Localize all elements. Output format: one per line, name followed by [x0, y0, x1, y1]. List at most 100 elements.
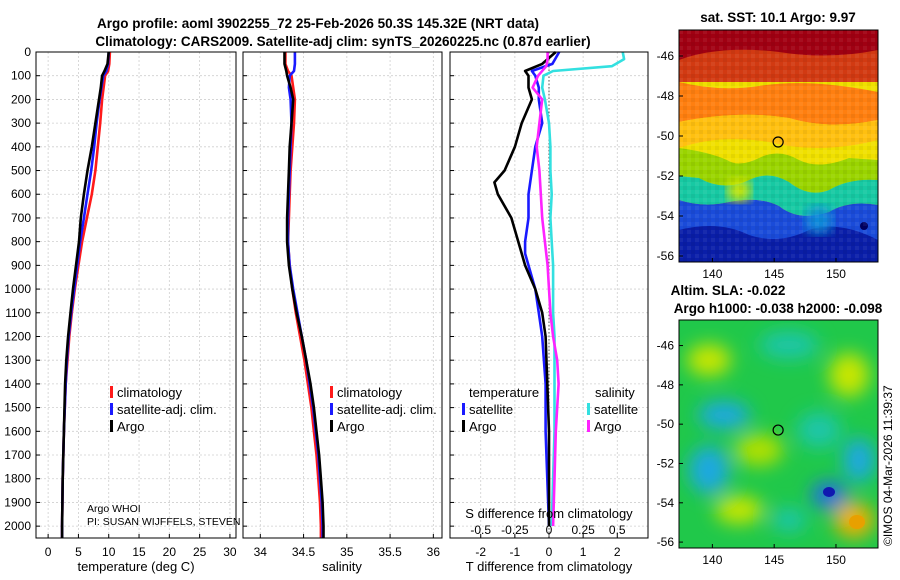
x-tick-label: 35 [340, 545, 354, 559]
difference-lines [493, 51, 626, 527]
sla-heatmap [679, 320, 878, 548]
depth-tick-label: 500 [11, 164, 31, 178]
temperature-xlabel: temperature (deg C) [77, 559, 194, 574]
legend-label-s-satellite: satellite [594, 402, 638, 417]
s-tick-label: 0 [546, 523, 553, 537]
x-tick-label: 35.5 [378, 545, 402, 559]
x-tick-label: 25 [193, 545, 207, 559]
s-difference-label: S difference from climatology [465, 506, 633, 521]
x-tick-label: 30 [223, 545, 237, 559]
sla-map-panel: Altim. SLA: -0.022 Argo h1000: -0.038 h2… [657, 283, 883, 567]
legend-swatch-t-satellite [462, 403, 465, 415]
map-x-tick-label: 145 [764, 553, 784, 567]
float-info-line-2: PI: SUSAN WIJFFELS, STEVEN [87, 516, 240, 528]
s-tick-label: -0.5 [470, 523, 491, 537]
depth-tick-label: 0 [24, 45, 31, 59]
depth-tick-label: 1900 [4, 495, 31, 509]
depth-tick-label: 900 [11, 258, 31, 272]
depth-tick-label: 1700 [4, 448, 31, 462]
depth-tick-label: 1000 [4, 282, 31, 296]
map-y-tick-label: -46 [657, 49, 675, 63]
legend-label-t-argo: Argo [469, 419, 496, 434]
difference-xlabel: T difference from climatology [466, 559, 633, 574]
legend-label-climatology: climatology [337, 385, 403, 400]
series-s-satellite [540, 51, 626, 527]
sla-map-tick-labels: 140 145 150 -46 -48 -50 -52 -54 -56 [657, 339, 847, 567]
map-y-tick-label: -52 [657, 456, 675, 470]
difference-axes-box [449, 51, 649, 539]
sla-map-box [678, 319, 879, 549]
map-y-tick-label: -48 [657, 378, 675, 392]
s-tick-label: -0.25 [501, 523, 529, 537]
sla-float-marker [772, 424, 784, 436]
series-s-argo [531, 52, 560, 527]
salinity-tick-labels: 34 34.5 35 35.5 36 [254, 545, 441, 559]
x-tick-label: 2 [614, 545, 621, 559]
map-y-tick-label: -54 [657, 209, 675, 223]
legend-label-satellite-adj: satellite-adj. clim. [337, 402, 437, 417]
depth-tick-label: 400 [11, 140, 31, 154]
x-tick-label: 1 [580, 545, 587, 559]
legend-label-argo: Argo [117, 419, 144, 434]
x-tick-label: 15 [132, 545, 146, 559]
series-argo [283, 52, 325, 538]
sla-map-title-line-2: Argo h1000: -0.038 h2000: -0.098 [674, 301, 883, 316]
sst-map-box [678, 29, 879, 263]
legend-swatch-argo [110, 420, 113, 432]
legend-swatch-satellite-adj [110, 403, 113, 415]
depth-tick-label: 2000 [4, 519, 31, 533]
x-tick-label: 34 [254, 545, 268, 559]
map-y-tick-label: -54 [657, 496, 675, 510]
imos-timestamp: ©IMOS 04-Mar-2026 11:39:37 [881, 385, 895, 546]
salinity-panel: 34 34.5 35 35.5 36 salinity climatology sate… [242, 51, 443, 574]
map-x-tick-label: 140 [702, 267, 722, 281]
salinity-xlabel: salinity [322, 559, 362, 574]
x-tick-label: -2 [475, 545, 486, 559]
temperature-tick-labels: 0 5 10 15 20 25 30 [45, 545, 237, 559]
temperature-lines [60, 51, 112, 538]
map-y-tick-label: -46 [657, 339, 675, 353]
legend-label-s-argo: Argo [594, 419, 621, 434]
depth-tick-label: 100 [11, 69, 31, 83]
x-tick-label: 10 [102, 545, 116, 559]
depth-tick-label: 1200 [4, 329, 31, 343]
depth-tick-label: 1600 [4, 424, 31, 438]
depth-tick-label: 700 [11, 211, 31, 225]
depth-tick-label: 800 [11, 235, 31, 249]
legend-swatch-argo [330, 420, 333, 432]
temperature-grid [36, 51, 236, 538]
x-tick-label: 34.5 [292, 545, 316, 559]
map-x-tick-label: 140 [702, 553, 722, 567]
t-difference-tick-labels: -2 -1 0 1 2 [475, 545, 621, 559]
legend-swatch-satellite-adj [330, 403, 333, 415]
salinity-legend: climatology satellite-adj. clim. Argo [330, 385, 437, 434]
series-climatology [60, 51, 112, 538]
legend-label-satellite-adj: satellite-adj. clim. [117, 402, 217, 417]
s-tick-label: 0.5 [609, 523, 626, 537]
series-argo [60, 51, 110, 538]
legend-swatch-s-satellite [587, 403, 590, 415]
depth-tick-labels: 0 100 200 300 400 500 600 700 800 900 1000 1100 1200… [4, 45, 31, 533]
sst-float-marker [772, 136, 784, 148]
map-y-tick-label: -56 [657, 535, 675, 549]
map-y-tick-label: -52 [657, 169, 675, 183]
map-y-tick-label: -56 [657, 249, 675, 263]
x-tick-label: 36 [427, 545, 441, 559]
x-tick-label: -1 [510, 545, 521, 559]
temperature-axes-box [35, 51, 237, 539]
depth-tick-label: 1800 [4, 472, 31, 486]
legend-label-t-satellite: satellite [469, 402, 513, 417]
legend-title-salinity: salinity [595, 385, 635, 400]
x-tick-label: 0 [45, 545, 52, 559]
series-satellite-adj-clim- [60, 51, 110, 538]
sst-map-panel: sat. SST: 10.1 Argo: 9.97 140 145 150 -46 -4… [657, 10, 879, 281]
s-difference-tick-labels: -0.5 -0.25 0 0.25 0.5 [470, 523, 626, 537]
map-y-tick-label: -50 [657, 129, 675, 143]
sla-map-title-line-1: Altim. SLA: -0.022 [671, 283, 786, 298]
legend-swatch-s-argo [587, 420, 590, 432]
x-tick-label: 20 [163, 545, 177, 559]
salinity-grid [243, 51, 442, 538]
legend-swatch-climatology [110, 386, 113, 398]
map-y-tick-label: -48 [657, 89, 675, 103]
